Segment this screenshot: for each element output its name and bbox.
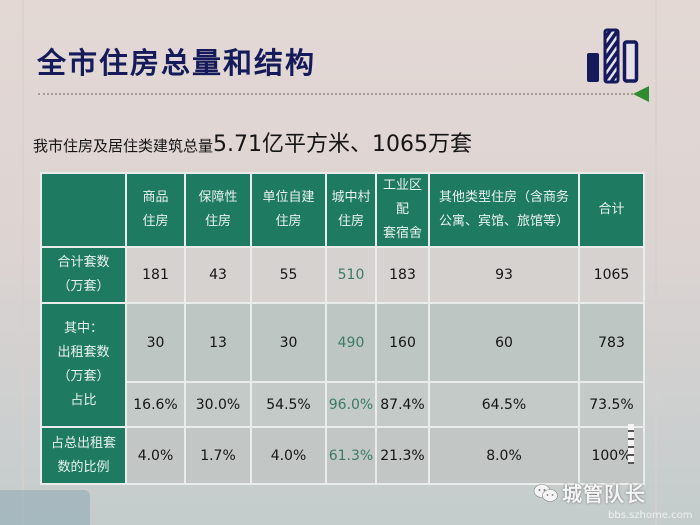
table-cell: 93 bbox=[428, 246, 580, 304]
table-cell: 60 bbox=[428, 302, 580, 383]
table-cell: 73.5% bbox=[578, 381, 645, 428]
watermark-name: 城管队长 bbox=[562, 482, 646, 506]
table-cell: 1065 bbox=[578, 246, 645, 304]
table-cell: 181 bbox=[125, 246, 186, 304]
header-line: 合计 bbox=[598, 202, 625, 217]
table-cell: 490 bbox=[325, 302, 377, 383]
table-cell: 160 bbox=[375, 302, 430, 383]
bar-chart-icon bbox=[587, 28, 639, 84]
table-cell: 64.5% bbox=[428, 381, 580, 428]
row-header: 合计套数 （万套） bbox=[40, 246, 127, 304]
table-cell: 4.0% bbox=[250, 426, 327, 485]
row-header: 其中： 出租套数 （万套） 占比 bbox=[40, 302, 127, 428]
row-header: 占总出租套 数的比例 bbox=[40, 426, 127, 485]
column-header: 工业区配 套宿舍 bbox=[375, 172, 430, 248]
column-header: 单位自建 住房 bbox=[250, 172, 327, 248]
table-header-row: 商品住房 保障性住房 单位自建住房 城中村住房 工业区配套宿舍 其他类型住房（含… bbox=[40, 172, 645, 248]
row-header-line: 数的比例 bbox=[57, 459, 110, 475]
table-cell: 4.0% bbox=[125, 426, 186, 485]
header-line: 商品 bbox=[142, 190, 169, 205]
slide-edge-line bbox=[655, 0, 657, 525]
table-cell: 55 bbox=[250, 246, 327, 304]
subtitle-highlight: 5.71亿平方米、1065万套 bbox=[213, 132, 472, 157]
table-cell: 61.3% bbox=[325, 426, 377, 485]
table-cell: 87.4% bbox=[375, 381, 430, 428]
table-cell: 510 bbox=[325, 246, 377, 304]
table-row: 占总出租套数的比例 4.0% 1.7% 4.0% 61.3% 21.3% 8.0… bbox=[40, 426, 645, 485]
housing-structure-table: 商品住房 保障性住房 单位自建住房 城中村住房 工业区配套宿舍 其他类型住房（含… bbox=[40, 172, 645, 485]
table-cell: 30 bbox=[250, 302, 327, 383]
row-header-line: 占比 bbox=[70, 393, 97, 408]
table-cell: 16.6% bbox=[125, 381, 186, 428]
row-header-line: 占总出租套 bbox=[50, 435, 116, 451]
column-header: 保障性 住房 bbox=[184, 172, 252, 248]
header-line: 工业区配 bbox=[382, 178, 422, 217]
row-header-line: 合计套数 bbox=[57, 255, 110, 270]
table-cell: 183 bbox=[375, 246, 430, 304]
column-header: 城中村 住房 bbox=[325, 172, 377, 248]
page-title: 全市住房总量和结构 bbox=[37, 46, 317, 80]
header-line: 套宿舍 bbox=[382, 226, 422, 241]
row-header-line: 其中： bbox=[63, 321, 103, 336]
table-cell: 13 bbox=[184, 302, 252, 383]
slide-edge-line bbox=[22, 0, 24, 525]
table-cell: 43 bbox=[184, 246, 252, 304]
table-cell: 30 bbox=[125, 302, 186, 383]
subtitle: 我市住房及居住类建筑总量5.71亿平方米、1065万套 bbox=[33, 126, 472, 158]
header-line: 城中村 bbox=[331, 190, 371, 205]
row-header-line: （万套） bbox=[57, 279, 110, 294]
header-line: 保障性 bbox=[198, 190, 238, 205]
header-line: 其他类型住房（含商务 bbox=[438, 190, 569, 205]
background-shape bbox=[0, 490, 90, 525]
title-divider bbox=[38, 93, 633, 95]
column-header: 其他类型住房（含商务 公寓、宾馆、旅馆等） bbox=[428, 172, 580, 248]
row-header-line: （万套） bbox=[57, 369, 110, 384]
subtitle-prefix: 我市住房及居住类建筑总量 bbox=[33, 137, 214, 155]
table-cell: 8.0% bbox=[428, 426, 580, 485]
table-row: 合计套数 （万套） 181 43 55 510 183 93 1065 bbox=[40, 246, 645, 304]
row-header-line: 出租套数 bbox=[57, 345, 110, 360]
watermark-url: bbs.szhome.com bbox=[608, 510, 693, 521]
table-row: 其中： 出租套数 （万套） 占比 30 13 30 490 160 60 783 bbox=[40, 302, 645, 428]
triangle-left-icon bbox=[633, 86, 649, 102]
table-cell: 21.3% bbox=[375, 426, 430, 485]
header-line: 公寓、宾馆、旅馆等） bbox=[438, 214, 569, 229]
header-corner bbox=[40, 172, 127, 248]
binder-clip bbox=[628, 424, 634, 464]
header-line: 住房 bbox=[142, 214, 169, 229]
header-line: 住房 bbox=[275, 214, 302, 229]
table-cell: 30.0% bbox=[184, 381, 252, 428]
column-header: 合计 bbox=[578, 172, 645, 248]
header-line: 住房 bbox=[204, 214, 231, 229]
header-line: 住房 bbox=[337, 214, 364, 229]
table-row: 16.6% 30.0% 54.5% 96.0% 87.4% 64.5% 73.5… bbox=[41, 381, 645, 428]
column-header: 商品 住房 bbox=[125, 172, 186, 248]
table-cell: 96.0% bbox=[325, 381, 377, 428]
header-line: 单位自建 bbox=[262, 190, 315, 205]
wechat-icon bbox=[533, 484, 558, 502]
table-cell: 54.5% bbox=[250, 381, 327, 428]
table-cell: 1.7% bbox=[184, 426, 252, 485]
table-cell: 100% bbox=[578, 426, 645, 485]
table-cell: 783 bbox=[578, 302, 645, 383]
